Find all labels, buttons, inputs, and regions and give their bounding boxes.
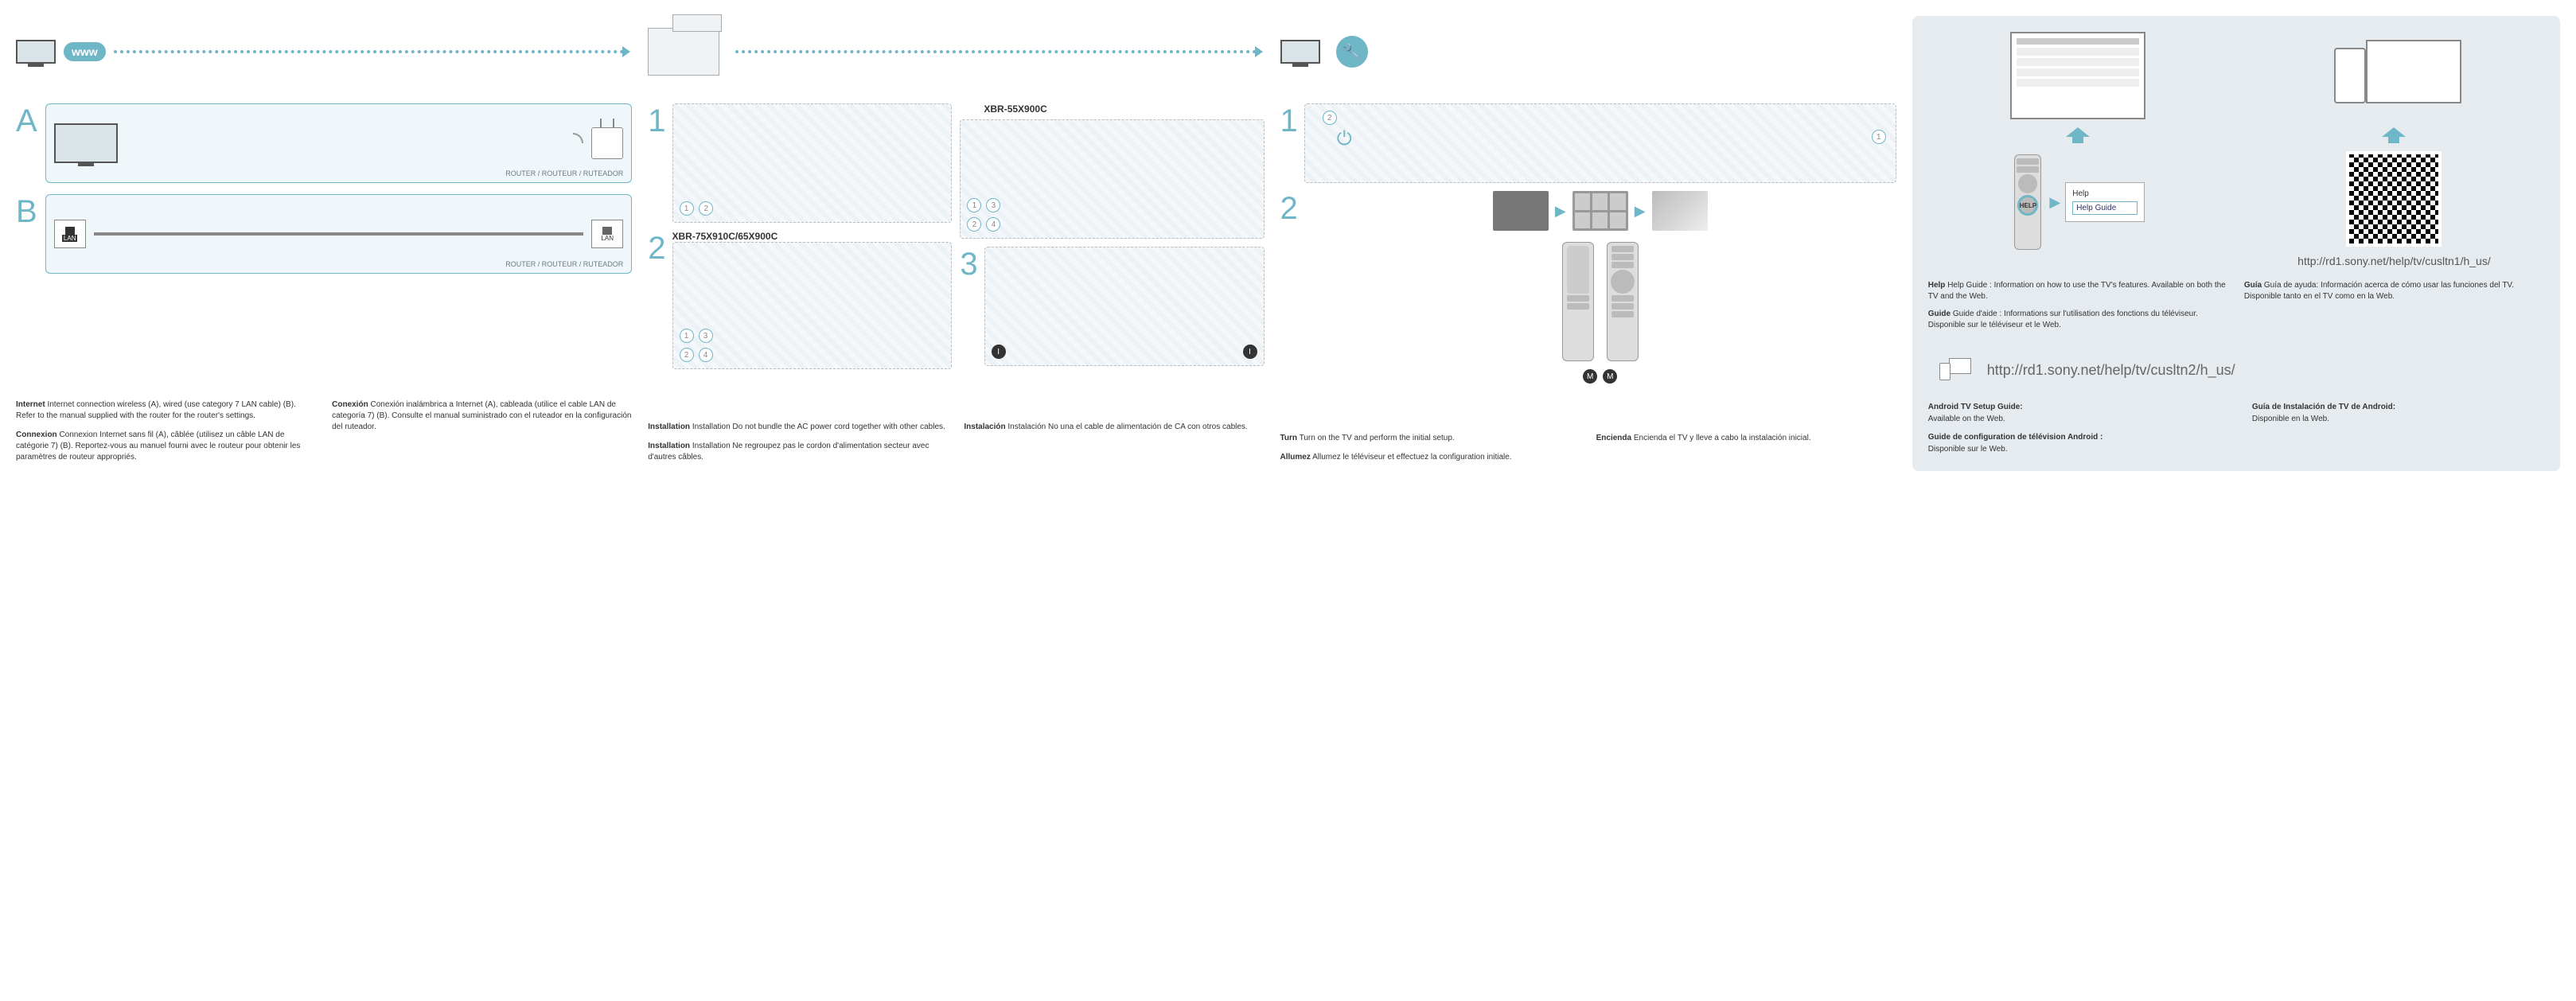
devices-icon [2326,32,2461,119]
stand-icon [648,28,719,76]
router-lan-port: LAN [591,220,623,248]
url-2: http://rd1.sony.net/help/tv/cusltn2/h_us… [1987,362,2235,379]
screen-2 [1572,191,1628,231]
help-guide-item: Help Guide [2072,201,2138,215]
letter-b: B [16,194,37,230]
screen-sequence: ▶ ▶ [1304,191,1896,231]
screen-3 [1652,191,1708,231]
diagram-power: 2 1 ⏻ [1304,103,1896,183]
model-b: XBR-75X910C/65X900C [672,231,953,242]
header-1: www [16,16,632,88]
help-tv-column: HELP ▶ Help Help Guide [1928,32,2228,267]
panel3-text: Turn Turn on the TV and perform the init… [1280,433,1896,471]
setup-guide-block: http://rd1.sony.net/help/tv/cusltn2/h_us… [1928,347,2544,393]
diagram-model-a: 1 3 2 4 [960,119,1264,239]
screen-1 [1493,191,1549,231]
router-icon [591,127,623,159]
remote-standard [1607,242,1639,361]
step-1-num: 1 [648,103,665,139]
wifi-icon [563,133,583,154]
remote-touch [1562,242,1594,361]
remote-help-row: HELP ▶ Help Help Guide [2011,151,2145,253]
p3-step2: 2 [1280,191,1298,227]
diagram-wireless: ROUTER / ROUTEUR / RUTEADOR [45,103,633,183]
m-badge: M [1603,369,1617,384]
panel-installation: 1 1 2 2 XBR-75X910C/65X900C 1 [648,16,1264,471]
sg-fr: Guide de configuration de télévision And… [1928,431,2220,455]
diagram-wired: LAN LAN ROUTER / ROUTEUR / RUTEADOR [45,194,633,274]
remotes [1304,239,1896,364]
tv-lan-port: LAN [54,220,86,248]
help-web-column: http://rd1.sony.net/help/tv/cusltn1/h_us… [2244,32,2544,267]
lan-cable-icon [94,232,584,236]
hg-fr: Guide Guide d'aide : Informations sur l'… [1928,309,2228,331]
step-3-num: 3 [960,247,977,282]
p2-text-es: Instalación Instalación No una el cable … [964,422,1264,433]
header-2 [648,16,1264,88]
arrow-icon: ▶ [1555,203,1566,220]
wrench-icon: 🔧 [1336,36,1368,68]
sg-en: Android TV Setup Guide:Available on the … [1928,401,2220,425]
help-label: Help [2072,189,2138,198]
devices-small-icon [1939,358,1971,382]
help-guide-text: Help Help Guide : Information on how to … [1928,280,2544,331]
p3-text-es: Encienda Encienda el TV y lleve a cabo l… [1596,433,1896,444]
remote-mini: HELP [2014,154,2041,250]
diagram-step1: 1 2 [672,103,953,223]
diagram-step3: I I [984,247,1265,366]
p2-text-en: Installation Installation Do not bundle … [648,422,948,433]
sg-es: Guía de Instalación de TV de Android:Dis… [2252,401,2544,425]
diagram-step2: 1 3 2 4 [672,242,953,369]
arrow-dots-1 [114,50,625,53]
model-a: XBR-55X900C [984,103,1264,115]
tv-outline [54,123,118,163]
p2-text-fr: Installation Installation Ne regroupez p… [648,441,948,463]
router-label-a: ROUTER / ROUTEUR / RUTEADOR [505,169,623,177]
panel-internet: www A ROUTER / ROUTEUR / RUTEADOR B LAN … [16,16,632,471]
p1-text-fr: Connexion Connexion Internet sans fil (A… [16,430,316,463]
tv-icon-3 [1280,40,1320,64]
help-screen-icon [2010,32,2145,119]
panel2-text: Installation Installation Do not bundle … [648,422,1264,471]
letter-a: A [16,103,37,139]
header-3: 🔧 [1280,16,1896,88]
p3-step1: 1 [1280,103,1298,139]
m-badge: M [1583,369,1597,384]
p1-text-es: Conexión Conexión inalámbrica a Internet… [332,399,632,433]
arrow-icon: ▶ [2049,194,2060,211]
www-tag: www [64,42,106,61]
arrow-icon: ▶ [1635,203,1646,220]
hg-es: Guía Guía de ayuda: Información acerca d… [2244,280,2544,302]
up-arrow-icon [2066,127,2090,143]
up-arrow-icon [2382,127,2406,143]
p1-text-en: Internet Internet connection wireless (A… [16,399,316,422]
step-2-num: 2 [648,231,665,267]
setup-guide-text: Android TV Setup Guide:Available on the … [1928,401,2544,455]
hg-en: Help Help Guide : Information on how to … [1928,280,2228,302]
page: www A ROUTER / ROUTEUR / RUTEADOR B LAN … [0,0,2576,487]
router-label-b: ROUTER / ROUTEUR / RUTEADOR [505,260,623,268]
tv-icon [16,40,56,64]
panel-help: HELP ▶ Help Help Guide http://rd1.sony.n… [1912,16,2560,471]
panel1-text: Internet Internet connection wireless (A… [16,399,632,471]
url-1: http://rd1.sony.net/help/tv/cusltn1/h_us… [2297,255,2491,267]
qr-code [2346,151,2442,247]
p3-text-fr: Allumez Allumez le téléviseur et effectu… [1280,452,1580,463]
arrow-dots-2 [735,50,1256,53]
p3-text-en: Turn Turn on the TV and perform the init… [1280,433,1580,444]
panel-setup: 🔧 1 2 1 ⏻ 2 ▶ ▶ [1280,16,1896,471]
help-menu: Help Help Guide [2065,182,2145,222]
